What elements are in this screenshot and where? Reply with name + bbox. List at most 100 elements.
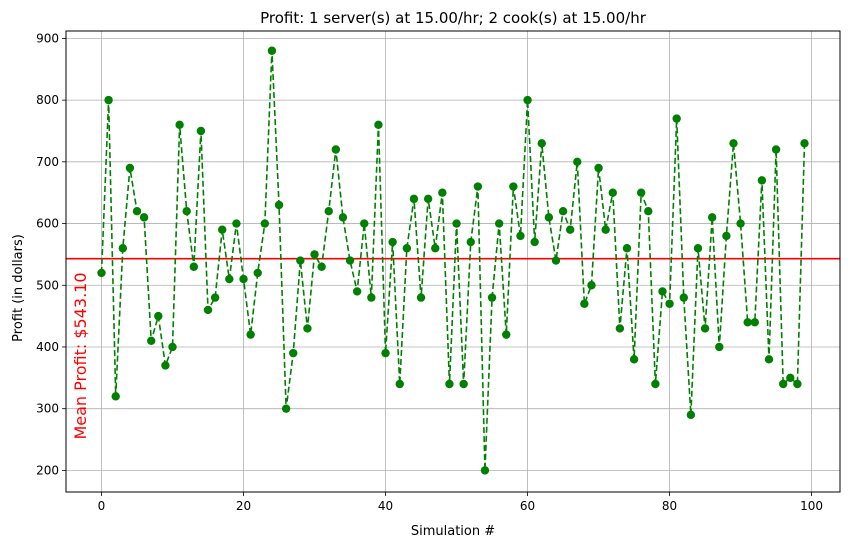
data-point [367, 293, 376, 302]
plot-frame [65, 30, 841, 493]
data-point [466, 237, 475, 247]
data-point [118, 244, 128, 253]
data-point [203, 305, 213, 315]
data-point [324, 207, 333, 216]
data-point [253, 268, 262, 278]
data-point [182, 207, 191, 216]
data-point [388, 237, 397, 247]
data-point [629, 355, 639, 364]
data-point [232, 219, 241, 228]
data-point [473, 182, 483, 191]
data-point [523, 95, 532, 105]
data-point [686, 410, 696, 420]
data-point [139, 213, 149, 222]
data-point [544, 213, 554, 222]
y-tick-label: 400 [36, 340, 59, 354]
data-point [189, 262, 199, 271]
data-point [239, 274, 248, 284]
y-axis-label: Profit (in dollars) [11, 234, 26, 342]
series-group [97, 46, 809, 475]
y-tick-label: 500 [36, 278, 59, 292]
data-point [651, 379, 660, 389]
data-point [665, 299, 674, 308]
y-tick-label: 900 [36, 31, 59, 45]
data-point [594, 163, 603, 173]
data-point [154, 311, 163, 321]
data-point [161, 361, 170, 370]
data-point [395, 379, 404, 389]
data-point [764, 355, 774, 364]
y-tick-label: 800 [36, 93, 59, 107]
data-point [111, 392, 120, 401]
data-point [246, 330, 255, 339]
data-point [636, 188, 646, 197]
data-point [104, 95, 113, 105]
data-point [352, 287, 362, 296]
data-point [587, 281, 596, 290]
data-point [274, 200, 284, 210]
data-point [416, 293, 426, 302]
data-point [608, 188, 617, 197]
data-point [693, 244, 703, 253]
data-point [196, 126, 206, 136]
data-point [210, 293, 220, 302]
data-point [509, 182, 518, 191]
data-point [317, 262, 326, 271]
data-point [281, 404, 291, 413]
data-point [225, 274, 234, 284]
data-point [800, 139, 809, 148]
data-point [331, 145, 341, 154]
x-tick-label: 40 [378, 499, 393, 513]
data-point [729, 139, 738, 148]
y-tick-label: 300 [36, 402, 59, 416]
data-point [381, 348, 390, 358]
data-point [147, 336, 156, 346]
data-point [267, 46, 277, 55]
data-point [303, 324, 312, 333]
data-point [530, 237, 539, 247]
x-tick-label: 60 [520, 499, 535, 513]
x-tick-label: 100 [800, 499, 823, 513]
data-point [431, 244, 440, 253]
data-point [374, 120, 383, 130]
y-tick-label: 600 [36, 217, 59, 231]
data-point [452, 219, 461, 228]
data-point [615, 324, 625, 333]
x-tick-label: 80 [662, 499, 677, 513]
x-axis-label: Simulation # [411, 524, 495, 539]
data-point [97, 268, 106, 278]
data-point [786, 373, 795, 383]
chart-title: Profit: 1 server(s) at 15.00/hr; 2 cook(… [260, 9, 647, 27]
data-point [750, 318, 759, 327]
data-point [658, 287, 667, 296]
data-point [778, 379, 788, 389]
data-point [715, 342, 724, 352]
data-point [793, 379, 802, 389]
data-point [125, 163, 135, 173]
data-point [445, 379, 454, 389]
data-point [260, 219, 270, 228]
data-point [310, 250, 319, 259]
x-tick-label: 0 [98, 499, 106, 513]
data-point [601, 225, 610, 234]
data-point [573, 157, 582, 167]
data-point [551, 256, 561, 265]
axis-ticks: 0 20 40 60 80 100 200 300 400 500 600 700 800 900 [36, 31, 823, 513]
data-point [360, 219, 369, 228]
data-point [707, 213, 717, 222]
data-point [722, 231, 731, 241]
x-tick-label: 20 [236, 499, 251, 513]
data-point [175, 120, 184, 130]
series-line [100, 50, 806, 471]
data-point [516, 231, 525, 241]
data-point [438, 188, 447, 197]
data-point [218, 225, 227, 234]
data-point [459, 379, 468, 389]
data-point [168, 342, 177, 352]
data-point [565, 225, 575, 234]
data-point [423, 194, 433, 204]
data-point [487, 293, 497, 302]
data-point [345, 256, 355, 265]
data-point [537, 139, 546, 148]
